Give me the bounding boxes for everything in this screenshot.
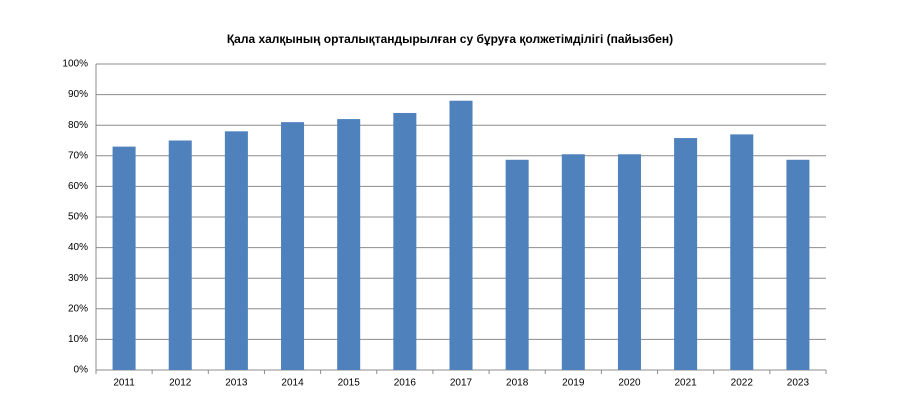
y-tick-label: 80% bbox=[68, 120, 88, 131]
x-tick-label: 2016 bbox=[394, 378, 417, 389]
bar bbox=[449, 100, 473, 370]
x-tick-label: 2018 bbox=[506, 378, 529, 389]
y-tick-label: 100% bbox=[62, 59, 88, 70]
y-tick-label: 70% bbox=[68, 150, 88, 161]
bar bbox=[730, 134, 754, 370]
y-tick-label: 20% bbox=[68, 303, 88, 314]
y-tick-label: 90% bbox=[68, 89, 88, 100]
bar bbox=[337, 119, 361, 370]
x-tick-label: 2022 bbox=[731, 378, 754, 389]
bar bbox=[112, 146, 136, 370]
bar bbox=[393, 112, 417, 371]
bar bbox=[224, 131, 248, 370]
y-tick-label: 30% bbox=[68, 273, 88, 284]
chart-title: Қала халқының орталықтандырылған су бұру… bbox=[227, 32, 673, 46]
bar bbox=[505, 159, 529, 370]
bar bbox=[674, 138, 698, 370]
x-tick-label: 2023 bbox=[787, 378, 810, 389]
y-tick-label: 10% bbox=[68, 334, 88, 345]
bar bbox=[617, 154, 641, 370]
bar bbox=[281, 122, 305, 370]
bar bbox=[786, 159, 810, 370]
bar bbox=[561, 154, 585, 370]
y-tick-label: 50% bbox=[68, 212, 88, 223]
x-tick-label: 2014 bbox=[281, 378, 304, 389]
bar bbox=[168, 140, 192, 370]
y-tick-label: 0% bbox=[74, 365, 89, 376]
x-tick-label: 2017 bbox=[450, 378, 473, 389]
x-tick-label: 2015 bbox=[338, 378, 361, 389]
y-tick-label: 40% bbox=[68, 242, 88, 253]
y-tick-label: 60% bbox=[68, 181, 88, 192]
x-tick-label: 2011 bbox=[113, 378, 135, 389]
x-tick-label: 2012 bbox=[169, 378, 192, 389]
x-tick-label: 2021 bbox=[674, 378, 697, 389]
x-tick-label: 2013 bbox=[225, 378, 248, 389]
x-tick-label: 2019 bbox=[562, 378, 585, 389]
x-tick-label: 2020 bbox=[618, 378, 641, 389]
